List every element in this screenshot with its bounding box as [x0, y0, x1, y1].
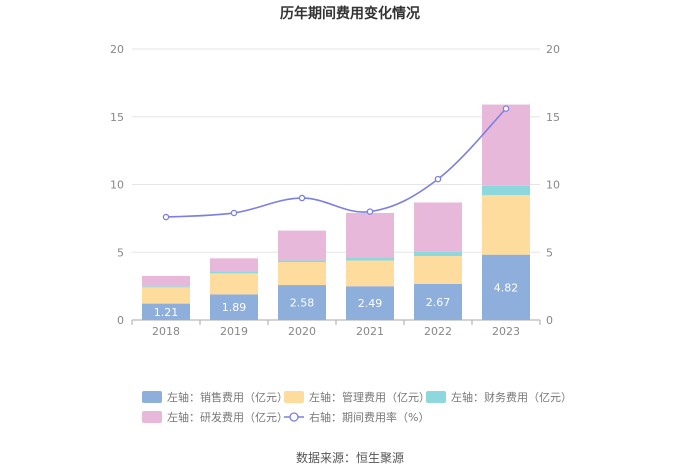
bar-data-label: 4.82 [494, 281, 519, 294]
legend-item[interactable]: 左轴：销售费用（亿元） [142, 390, 288, 404]
rate-line [165, 108, 507, 218]
legend-swatch [426, 391, 446, 403]
legend-item[interactable]: 左轴：研发费用（亿元） [142, 410, 288, 424]
x-axis-tick-label: 2018 [152, 325, 180, 338]
rate-point[interactable] [502, 105, 510, 112]
legend-label: 左轴：销售费用（亿元） [167, 390, 288, 404]
bar-segment-series-3[interactable] [346, 212, 394, 258]
right-axis-tick-label: 0 [546, 314, 553, 327]
bar-segment-series-2[interactable] [414, 251, 462, 257]
bar-data-label: 2.58 [290, 297, 315, 310]
bar-data-label: 2.49 [358, 297, 383, 310]
legend-label: 左轴：管理费用（亿元） [309, 390, 430, 404]
legend-label: 右轴：期间费用率（%） [309, 410, 429, 424]
legend-marker [289, 412, 299, 422]
bar-data-label: 1.89 [222, 301, 247, 314]
bar-data-label: 2.67 [426, 296, 451, 309]
legend-swatch [142, 411, 162, 423]
right-axis-tick-label: 15 [546, 111, 560, 124]
bar-segment-series-3[interactable] [278, 230, 326, 261]
bar-segment-series-0[interactable] [278, 285, 326, 320]
rate-point[interactable] [366, 208, 374, 215]
bar-segment-series-3[interactable] [414, 202, 462, 252]
legend-swatch [142, 391, 162, 403]
rate-point[interactable] [434, 175, 442, 183]
rate-point[interactable] [162, 213, 170, 221]
legend-item[interactable]: 右轴：期间费用率（%） [284, 410, 429, 424]
left-axis-tick-label: 20 [110, 43, 124, 56]
legend-item[interactable]: 左轴：财务费用（亿元） [426, 390, 572, 404]
left-axis-tick-label: 10 [110, 179, 124, 192]
bar-segment-series-1[interactable] [414, 256, 462, 284]
bar-segment-series-0[interactable] [142, 303, 190, 320]
x-axis-tick-label: 2020 [288, 325, 316, 338]
bar-segment-series-0[interactable] [346, 286, 394, 320]
bar-segment-series-1[interactable] [346, 260, 394, 287]
bar-segment-series-1[interactable] [278, 262, 326, 286]
rate-point[interactable] [230, 209, 238, 217]
bar-segment-series-2[interactable] [142, 286, 190, 288]
x-axis-tick-label: 2022 [424, 325, 452, 338]
bar-data-label: 1.21 [154, 306, 179, 319]
bar-segment-series-2[interactable] [346, 257, 394, 261]
bar-segment-series-3[interactable] [482, 104, 530, 186]
rate-line-layer [162, 105, 510, 221]
right-axis-tick-label: 10 [546, 179, 560, 192]
legend-item[interactable]: 左轴：管理费用（亿元） [284, 390, 430, 404]
bars: 1.21 1.89 2.58 2.49 2.67 4.82 [142, 104, 530, 320]
x-axis-tick-label: 2019 [220, 325, 248, 338]
x-axis-tick-label: 2021 [356, 325, 384, 338]
bar-segment-series-2[interactable] [278, 260, 326, 263]
rate-point[interactable] [298, 194, 306, 202]
right-axis-tick-label: 5 [546, 246, 553, 259]
bar-segment-series-2[interactable] [210, 271, 258, 274]
bar-segment-series-0[interactable] [482, 254, 530, 320]
axes: 0 5 10 15 20 0 5 10 15 20 2018 2019 2020 2021 2022 2023 [110, 43, 560, 338]
x-axis-tick-label: 2023 [492, 325, 520, 338]
right-axis-tick-label: 20 [546, 43, 560, 56]
legend[interactable]: 左轴：销售费用（亿元） 左轴：管理费用（亿元） 左轴：财务费用（亿元） 左轴：研发费用… [142, 390, 572, 424]
bar-segment-series-0[interactable] [210, 294, 258, 320]
bar-segment-series-1[interactable] [482, 195, 530, 255]
left-axis-tick-label: 5 [117, 246, 124, 259]
bar-segment-series-1[interactable] [210, 273, 258, 295]
bar-segment-series-2[interactable] [482, 185, 530, 196]
legend-swatch [284, 391, 304, 403]
source-note: 数据来源：恒生聚源 [296, 450, 404, 465]
legend-label: 左轴：财务费用（亿元） [451, 390, 572, 404]
bar-segment-series-0[interactable] [414, 283, 462, 320]
legend-label: 左轴：研发费用（亿元） [167, 410, 288, 424]
bar-segment-series-1[interactable] [142, 287, 190, 304]
grid [132, 48, 540, 253]
left-axis-tick-label: 0 [117, 314, 124, 327]
chart-title: 历年期间费用变化情况 [280, 5, 420, 22]
bar-segment-series-3[interactable] [210, 258, 258, 272]
bar-segment-series-3[interactable] [142, 275, 190, 287]
left-axis-tick-label: 15 [110, 111, 124, 124]
